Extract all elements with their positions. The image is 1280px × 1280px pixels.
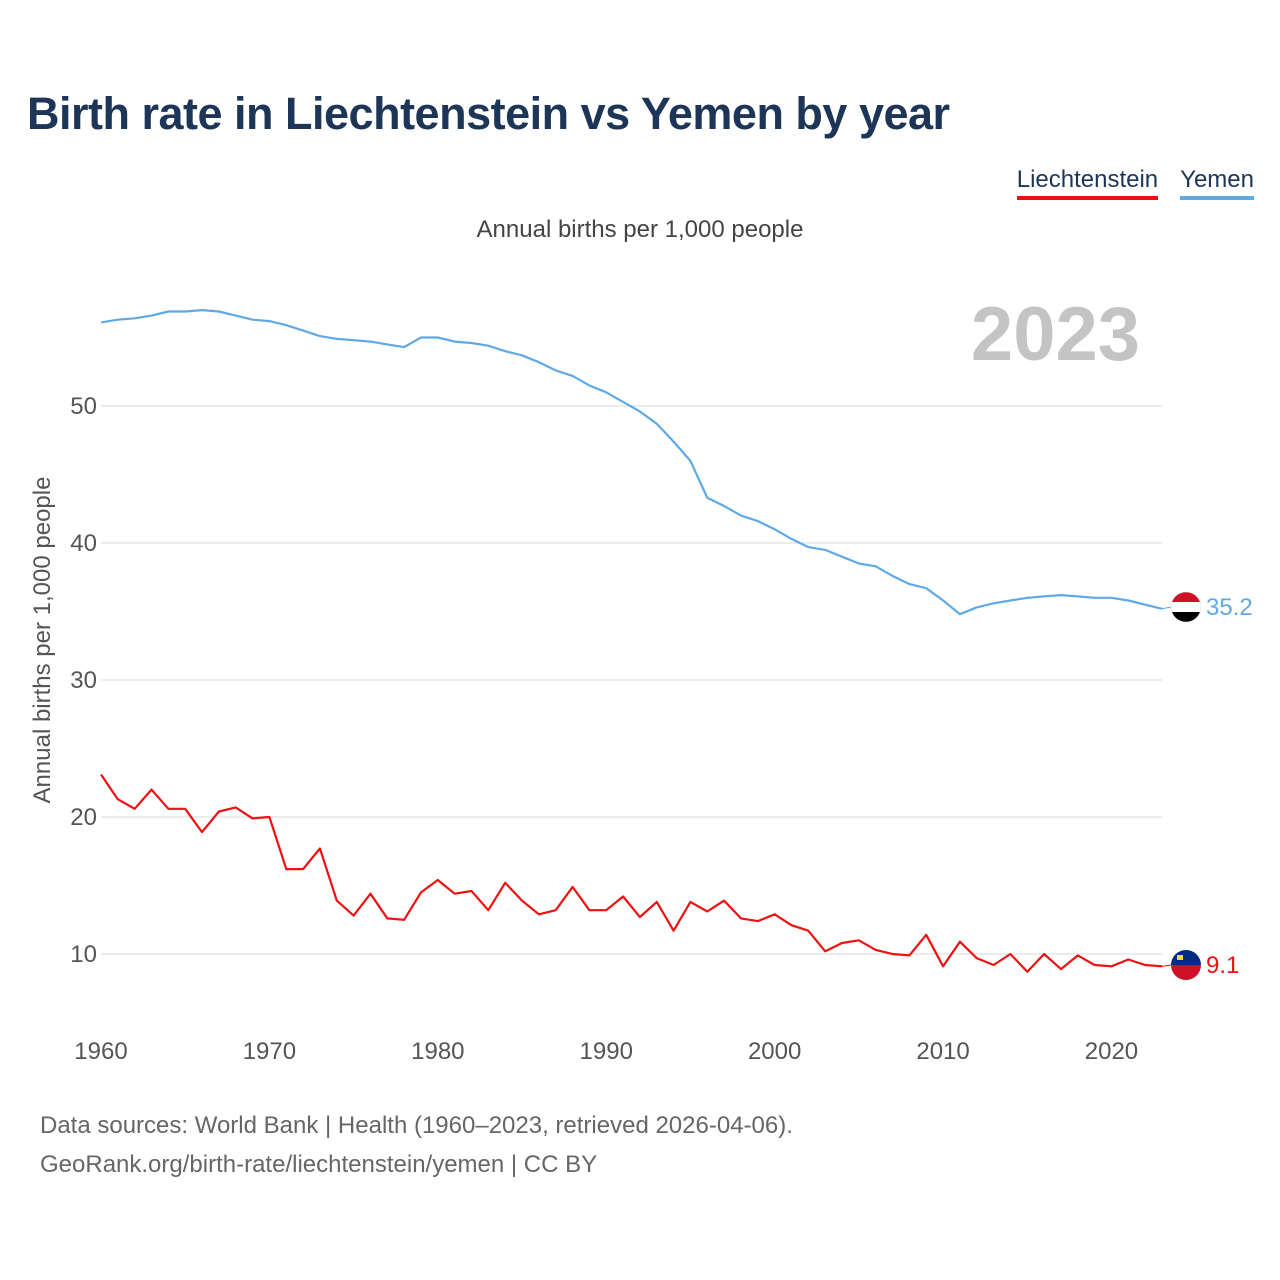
chart-subtitle: Annual births per 1,000 people (476, 216, 804, 243)
end-label-yemen: 35.2 (1206, 594, 1253, 621)
y-tick-50: 50 (70, 393, 97, 420)
legend-item-yemen[interactable]: Yemen (1180, 166, 1254, 200)
liechtenstein-flag-icon (1171, 950, 1201, 980)
series-lines (100, 309, 1172, 973)
x-tick-2000: 2000 (748, 1038, 801, 1065)
y-tick-40: 40 (70, 530, 97, 557)
footer-sources: Data sources: World Bank | Health (1960–… (40, 1112, 793, 1139)
gridlines (101, 405, 1162, 955)
end-labels: 35.2 9.1 (1206, 594, 1253, 979)
year-watermark: 2023 (971, 292, 1140, 377)
end-label-liechtenstein: 9.1 (1206, 952, 1239, 979)
footer-link[interactable]: GeoRank.org/birth-rate/liechtenstein/yem… (40, 1151, 598, 1178)
y-tick-10: 10 (70, 941, 97, 968)
chart-title: Birth rate in Liechtenstein vs Yemen by … (27, 88, 950, 139)
y-axis-ticks: 10 20 30 40 50 (70, 393, 97, 968)
x-tick-2020: 2020 (1085, 1038, 1138, 1065)
x-tick-2010: 2010 (916, 1038, 969, 1065)
x-axis-ticks: 1960 1970 1980 1990 2000 2010 2020 (74, 1038, 1138, 1065)
legend: Liechtenstein Yemen (1016, 166, 1254, 200)
x-tick-1970: 1970 (243, 1038, 296, 1065)
x-tick-1980: 1980 (411, 1038, 464, 1065)
connector-liechtenstein (1161, 964, 1172, 967)
x-tick-1990: 1990 (580, 1038, 633, 1065)
yemen-flag-icon (1171, 592, 1201, 622)
series-line-liechtenstein[interactable] (100, 773, 1163, 973)
x-tick-1960: 1960 (74, 1038, 127, 1065)
series-line-yemen[interactable] (100, 309, 1163, 616)
footer: Data sources: World Bank | Health (1960–… (40, 1106, 793, 1184)
legend-item-liechtenstein[interactable]: Liechtenstein (1016, 166, 1159, 200)
y-axis-label: Annual births per 1,000 people (29, 477, 56, 804)
y-tick-30: 30 (70, 667, 97, 694)
connector-yemen (1161, 606, 1172, 610)
y-tick-20: 20 (70, 804, 97, 831)
